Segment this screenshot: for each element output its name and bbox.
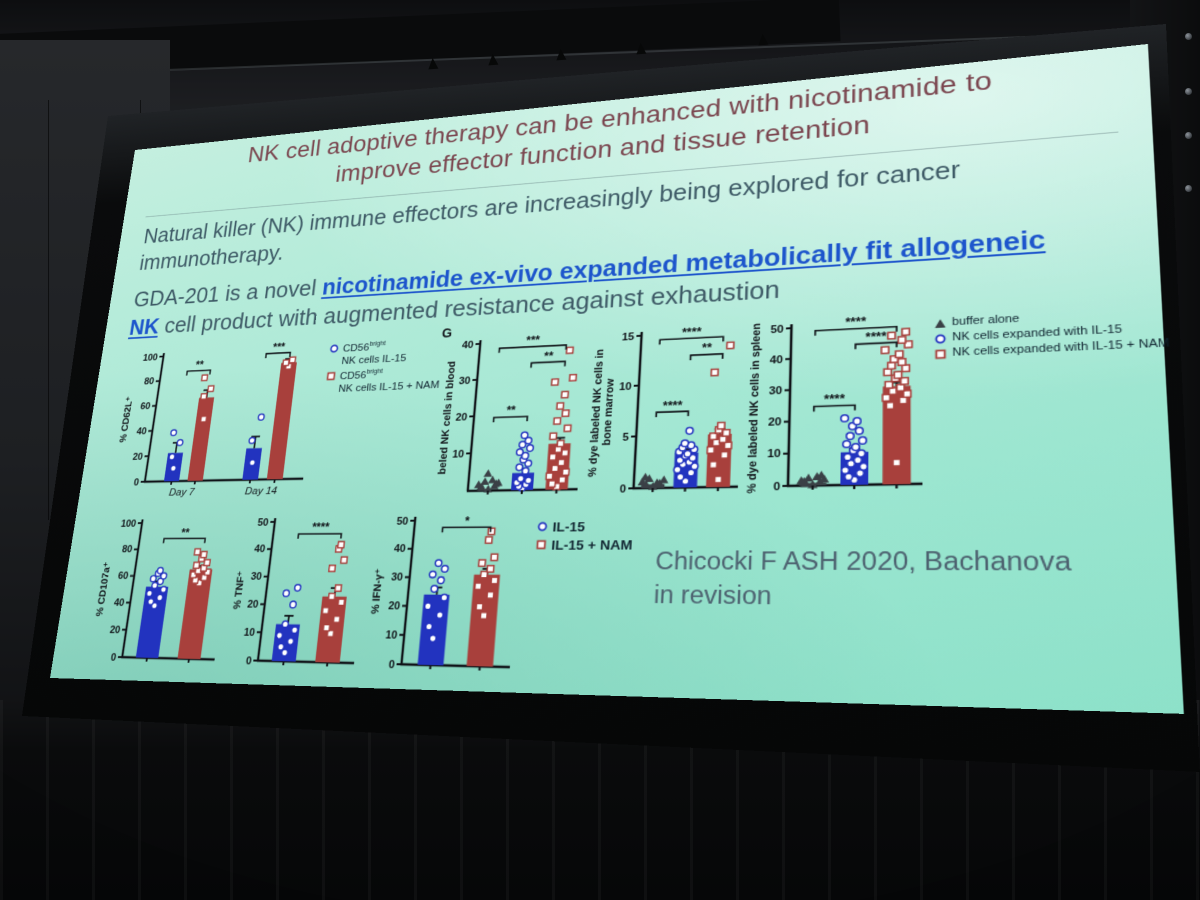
svg-text:40: 40 — [113, 597, 125, 608]
svg-text:****: **** — [865, 330, 887, 344]
screen-clip — [757, 33, 769, 46]
screen-clip — [635, 42, 647, 55]
legend-label: CD56bright NK cells IL-15 + NAM — [337, 367, 440, 395]
svg-text:bone marrow: bone marrow — [600, 378, 616, 446]
svg-text:****: **** — [311, 521, 330, 534]
svg-text:****: **** — [824, 392, 846, 406]
square-marker-icon — [933, 348, 947, 361]
svg-text:30: 30 — [769, 385, 783, 398]
legend-tissue: buffer alone NK cells expanded with IL-15… — [933, 305, 1173, 363]
circle-marker-icon — [328, 343, 340, 354]
svg-text:10: 10 — [452, 448, 465, 460]
svg-text:% CD107a⁺: % CD107a⁺ — [94, 562, 112, 617]
svg-text:50: 50 — [257, 517, 270, 528]
panel-screw — [1185, 88, 1192, 95]
svg-text:80: 80 — [121, 544, 133, 555]
legend-label: IL-15 — [552, 519, 586, 535]
svg-text:% IFN-γ⁺: % IFN-γ⁺ — [369, 569, 385, 615]
svg-text:% TNF⁺: % TNF⁺ — [231, 571, 247, 609]
chart-cd107a: 0 20 40 60 80 100 % CD107a⁺ ** — [94, 509, 237, 669]
svg-text:20: 20 — [455, 411, 468, 423]
svg-text:20: 20 — [109, 624, 121, 636]
svg-text:**: ** — [181, 526, 191, 538]
svg-text:40: 40 — [462, 339, 475, 351]
svg-text:****: **** — [845, 315, 867, 329]
citation-line1: Chicocki F ASH 2020, Bachanova — [654, 546, 1072, 577]
screen-clip — [427, 57, 439, 70]
svg-text:0: 0 — [619, 483, 627, 495]
svg-text:0: 0 — [773, 480, 781, 493]
svg-text:**: ** — [702, 341, 713, 354]
panel-screw — [1185, 33, 1192, 40]
triangle-marker-icon — [934, 318, 946, 329]
svg-text:100: 100 — [120, 518, 137, 529]
square-marker-icon — [325, 370, 337, 381]
svg-text:20: 20 — [768, 416, 782, 429]
svg-text:5: 5 — [622, 431, 630, 443]
square-marker-icon — [535, 539, 548, 551]
svg-text:40: 40 — [254, 544, 267, 555]
svg-text:***: *** — [526, 334, 541, 347]
gda-highlight-2: NK — [127, 314, 161, 340]
svg-text:% CD62L⁺: % CD62L⁺ — [118, 396, 135, 442]
svg-text:80: 80 — [143, 376, 155, 387]
legend-label: IL-15 + NAM — [550, 537, 633, 554]
screen-clip — [555, 48, 567, 61]
svg-text:10: 10 — [243, 626, 256, 638]
svg-text:30: 30 — [391, 571, 404, 583]
svg-text:40: 40 — [393, 543, 406, 555]
svg-text:20: 20 — [388, 600, 401, 612]
svg-text:****: **** — [682, 325, 703, 339]
svg-text:0: 0 — [388, 658, 396, 670]
svg-text:20: 20 — [132, 451, 144, 462]
svg-text:30: 30 — [458, 375, 471, 387]
svg-text:60: 60 — [117, 570, 129, 581]
svg-text:10: 10 — [385, 629, 399, 641]
svg-text:30: 30 — [250, 571, 263, 583]
circle-marker-icon — [933, 333, 947, 346]
svg-text:**: ** — [544, 350, 555, 363]
svg-text:*: * — [464, 514, 470, 527]
svg-text:20: 20 — [247, 598, 260, 610]
svg-text:0: 0 — [110, 651, 117, 663]
legend-label: CD56bright NK cells IL-15 — [340, 339, 407, 367]
panel-screw — [1185, 185, 1192, 192]
chart-ifng: 0 10 20 30 40 50 % IFN-γ⁺ * — [369, 506, 526, 678]
presentation-slide: NK cell adoptive therapy can be enhanced… — [49, 43, 1184, 714]
svg-text:% dye labeled NK cells in sple: % dye labeled NK cells in spleen — [745, 323, 763, 494]
panel-screw — [1185, 132, 1192, 139]
wall-seam — [48, 100, 49, 520]
chart-tnf: 0 10 20 30 40 50 % TNF⁺ **** — [231, 508, 374, 674]
screen-clip — [487, 53, 499, 66]
circle-marker-icon — [536, 520, 549, 532]
svg-text:Day 14: Day 14 — [244, 484, 278, 497]
svg-text:Day 7: Day 7 — [168, 486, 196, 499]
svg-text:10: 10 — [619, 380, 633, 392]
citation-line2: in revision — [653, 580, 772, 610]
citation: Chicocki F ASH 2020, Bachanova in revisi… — [653, 544, 1176, 619]
svg-text:****: **** — [662, 398, 683, 412]
svg-text:0: 0 — [245, 655, 253, 667]
svg-text:40: 40 — [136, 426, 148, 437]
svg-text:**: ** — [506, 404, 517, 417]
svg-text:60: 60 — [140, 401, 152, 412]
legend-item: IL-15 — [536, 518, 694, 536]
chart-nk-spleen: 0 10 20 30 40 50 % dye labeled NK cells in spl… — [745, 315, 927, 494]
svg-text:100: 100 — [142, 352, 159, 363]
svg-text:10: 10 — [767, 448, 782, 461]
svg-text:***: *** — [272, 341, 286, 353]
svg-text:15: 15 — [622, 331, 636, 343]
svg-text:50: 50 — [396, 515, 409, 527]
svg-text:50: 50 — [770, 323, 784, 335]
legend-label: buffer alone — [951, 312, 1020, 329]
svg-text:40: 40 — [770, 354, 784, 367]
svg-text:**: ** — [195, 359, 205, 371]
svg-text:0: 0 — [133, 477, 140, 488]
